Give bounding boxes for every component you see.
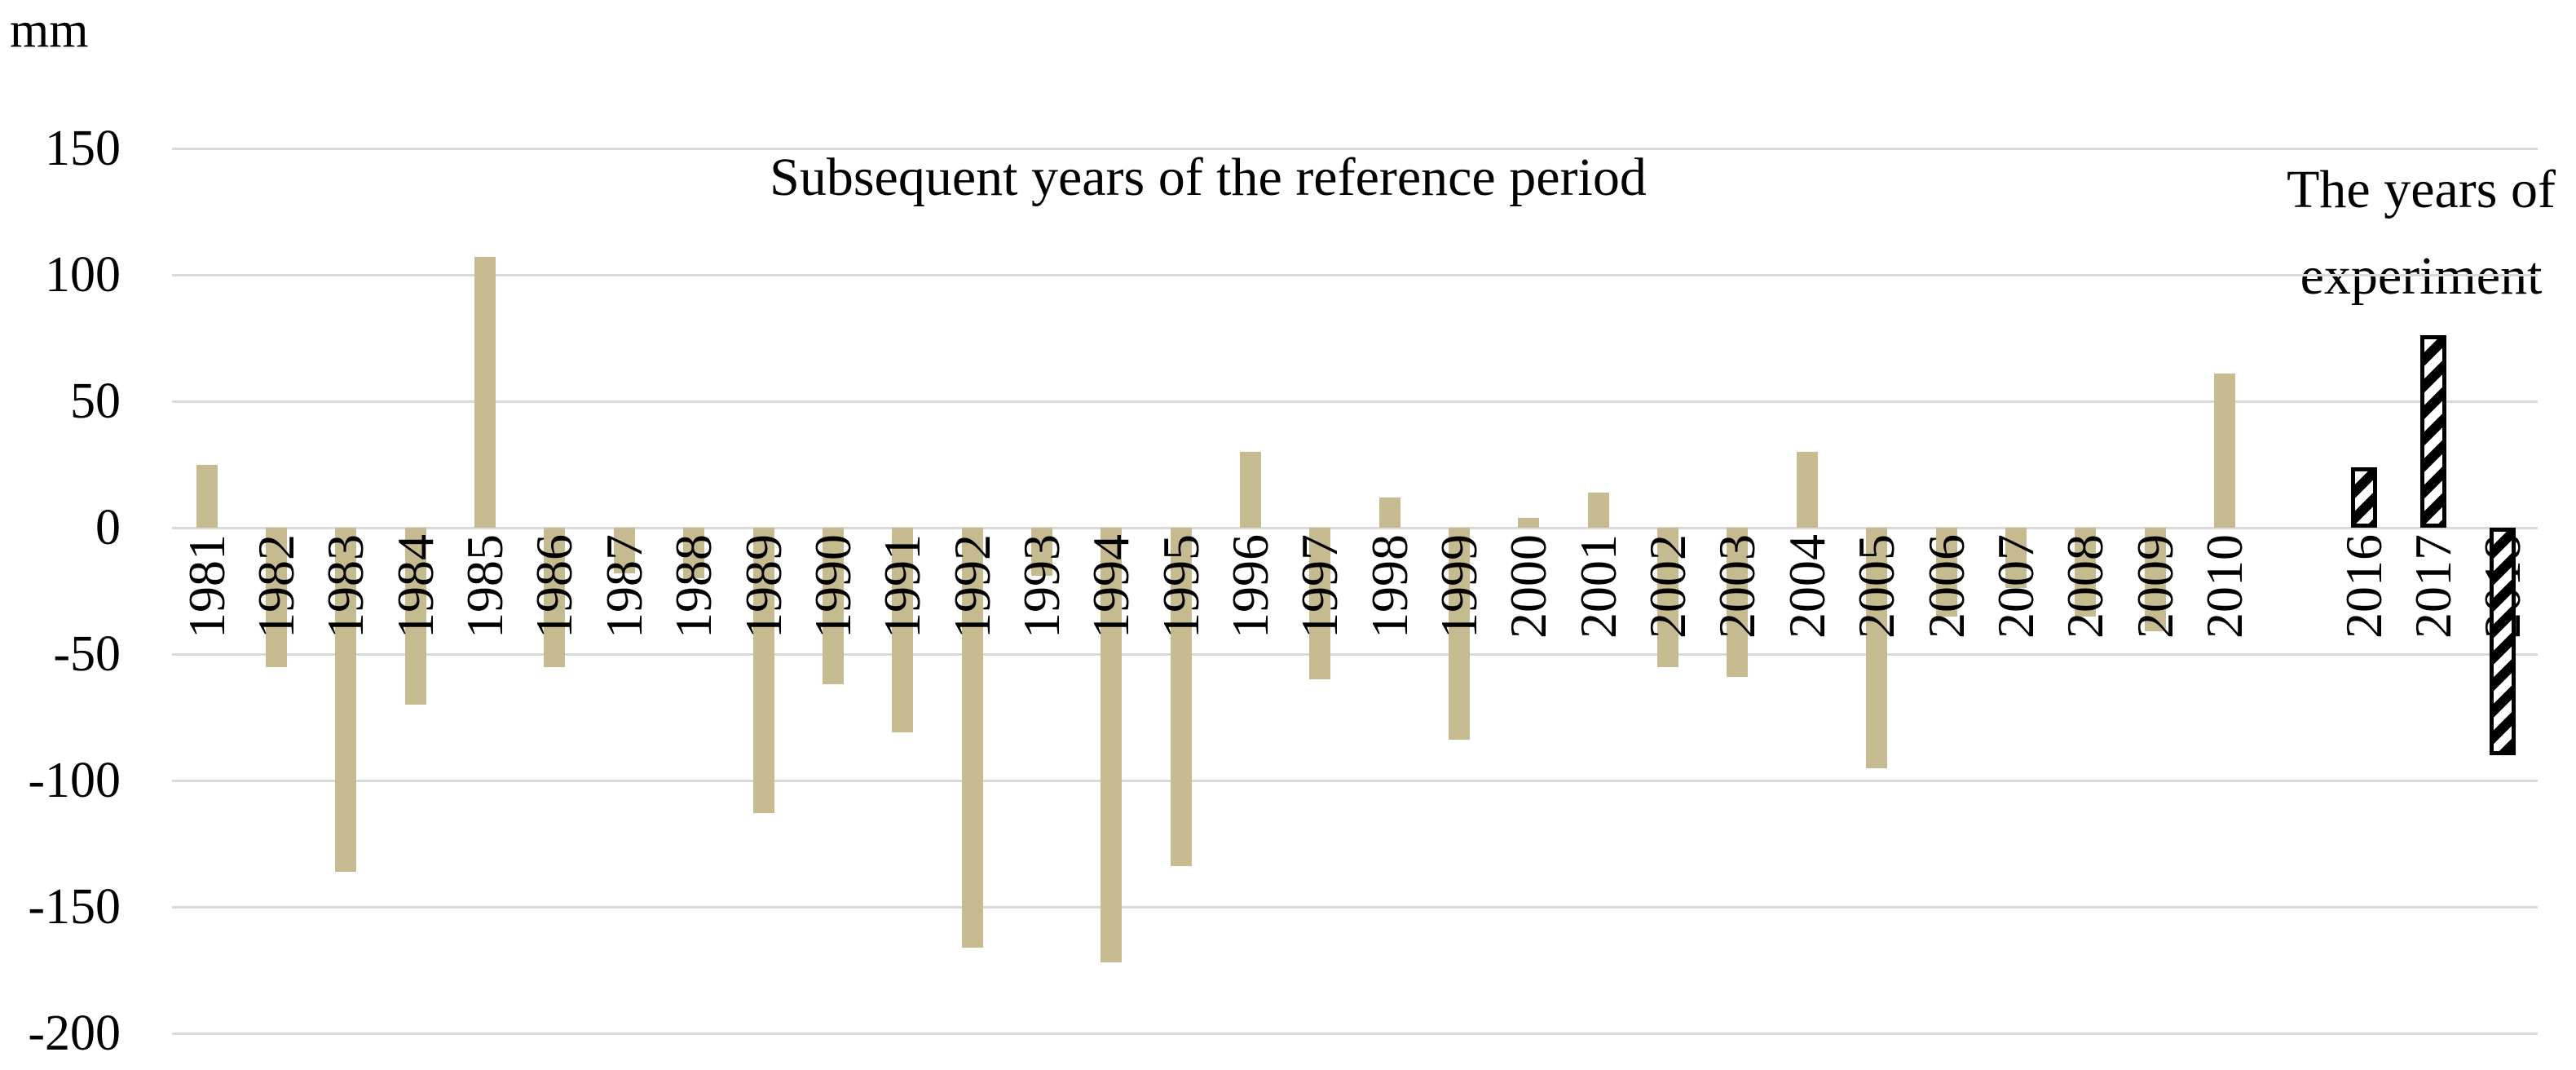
bar-1999 <box>1449 528 1471 741</box>
year-label-1996: 1996 <box>1220 534 1279 639</box>
bar-1989 <box>752 528 774 814</box>
bar-1998 <box>1378 497 1400 528</box>
year-label-1987: 1987 <box>594 534 653 639</box>
year-label-1985: 1985 <box>456 534 514 639</box>
year-label-2010: 2010 <box>2194 534 2253 639</box>
gridline-100 <box>172 273 2538 276</box>
year-label-1999: 1999 <box>1430 534 1489 639</box>
bar-1991 <box>892 528 914 733</box>
bar-1995 <box>1170 528 1192 867</box>
bar-2009 <box>2144 528 2166 632</box>
tick-label--50: -50 <box>53 626 121 682</box>
reference-period-title: Subsequent years of the reference period <box>770 148 1647 207</box>
year-label-1988: 1988 <box>664 534 723 639</box>
bar-2007 <box>2005 528 2027 589</box>
gridline-50 <box>172 400 2538 403</box>
gridline--200 <box>172 1032 2538 1035</box>
bar-2008 <box>2075 528 2097 617</box>
year-label-1989: 1989 <box>734 534 792 639</box>
experiment-title: The years of experiment <box>2266 147 2576 320</box>
year-label-1992: 1992 <box>942 534 1001 639</box>
year-label-2004: 2004 <box>1777 534 1836 639</box>
year-label-2000: 2000 <box>1499 534 1558 639</box>
tick-label-100: 100 <box>45 247 121 303</box>
bar-2000 <box>1518 517 1540 528</box>
year-label-2006: 2006 <box>1917 534 1975 639</box>
year-label-2002: 2002 <box>1639 534 1697 639</box>
year-label-1993: 1993 <box>1012 534 1070 639</box>
tick-label--150: -150 <box>28 879 121 935</box>
year-label-1994: 1994 <box>1082 534 1140 639</box>
gridline-0 <box>172 526 2538 529</box>
year-label-1991: 1991 <box>873 534 932 639</box>
year-label-2017: 2017 <box>2403 534 2462 639</box>
year-label-1998: 1998 <box>1360 534 1418 639</box>
bar-2016 <box>2350 466 2377 528</box>
experiment-title-line-2: experiment <box>2300 246 2543 306</box>
bar-2002 <box>1657 528 1679 667</box>
bar-2001 <box>1587 492 1609 528</box>
gridline-150 <box>172 147 2538 150</box>
gridline--150 <box>172 905 2538 909</box>
year-label-2003: 2003 <box>1708 534 1767 639</box>
y-axis-unit-label: mm <box>10 2 89 58</box>
year-label-2009: 2009 <box>2125 534 2184 639</box>
bar-1981 <box>196 464 218 528</box>
bar-2005 <box>1866 528 1888 768</box>
year-label-2007: 2007 <box>1986 534 2044 639</box>
tick-label--200: -200 <box>28 1006 121 1061</box>
bar-1984 <box>404 528 426 705</box>
year-label-1990: 1990 <box>803 534 862 639</box>
tick-label--100: -100 <box>28 753 121 808</box>
year-label-1984: 1984 <box>386 534 444 639</box>
bar-2017 <box>2419 335 2446 528</box>
bar-2018 <box>2490 528 2516 755</box>
year-label-2016: 2016 <box>2334 534 2393 639</box>
bar-1994 <box>1101 528 1123 963</box>
year-label-2008: 2008 <box>2056 534 2115 639</box>
bar-1990 <box>822 528 844 685</box>
bar-1986 <box>544 528 566 667</box>
bar-1993 <box>1030 528 1052 576</box>
bar-1987 <box>613 528 635 573</box>
bar-2004 <box>1796 452 1818 528</box>
year-label-2001: 2001 <box>1568 534 1627 639</box>
bar-1985 <box>474 257 496 528</box>
year-label-2005: 2005 <box>1847 534 1906 639</box>
year-label-1986: 1986 <box>525 534 584 639</box>
year-label-1982: 1982 <box>247 534 306 639</box>
bar-2006 <box>1935 528 1957 617</box>
tick-label-0: 0 <box>95 500 121 555</box>
bar-1992 <box>961 528 983 948</box>
year-label-1983: 1983 <box>316 534 375 639</box>
bar-1997 <box>1309 528 1331 679</box>
gridline--100 <box>172 779 2538 782</box>
tick-label-50: 50 <box>70 374 121 429</box>
year-label-1997: 1997 <box>1290 534 1349 639</box>
tick-label-150: 150 <box>45 121 121 176</box>
bar-2010 <box>2213 373 2235 528</box>
bar-1983 <box>335 528 357 872</box>
experiment-title-line-1: The years of <box>2287 160 2556 219</box>
bar-1988 <box>683 528 705 578</box>
year-label-1995: 1995 <box>1151 534 1210 639</box>
bar-1996 <box>1239 452 1261 528</box>
bar-2003 <box>1727 528 1749 677</box>
gridline--50 <box>172 652 2538 656</box>
year-label-1981: 1981 <box>177 534 236 639</box>
bar-1982 <box>266 528 288 667</box>
